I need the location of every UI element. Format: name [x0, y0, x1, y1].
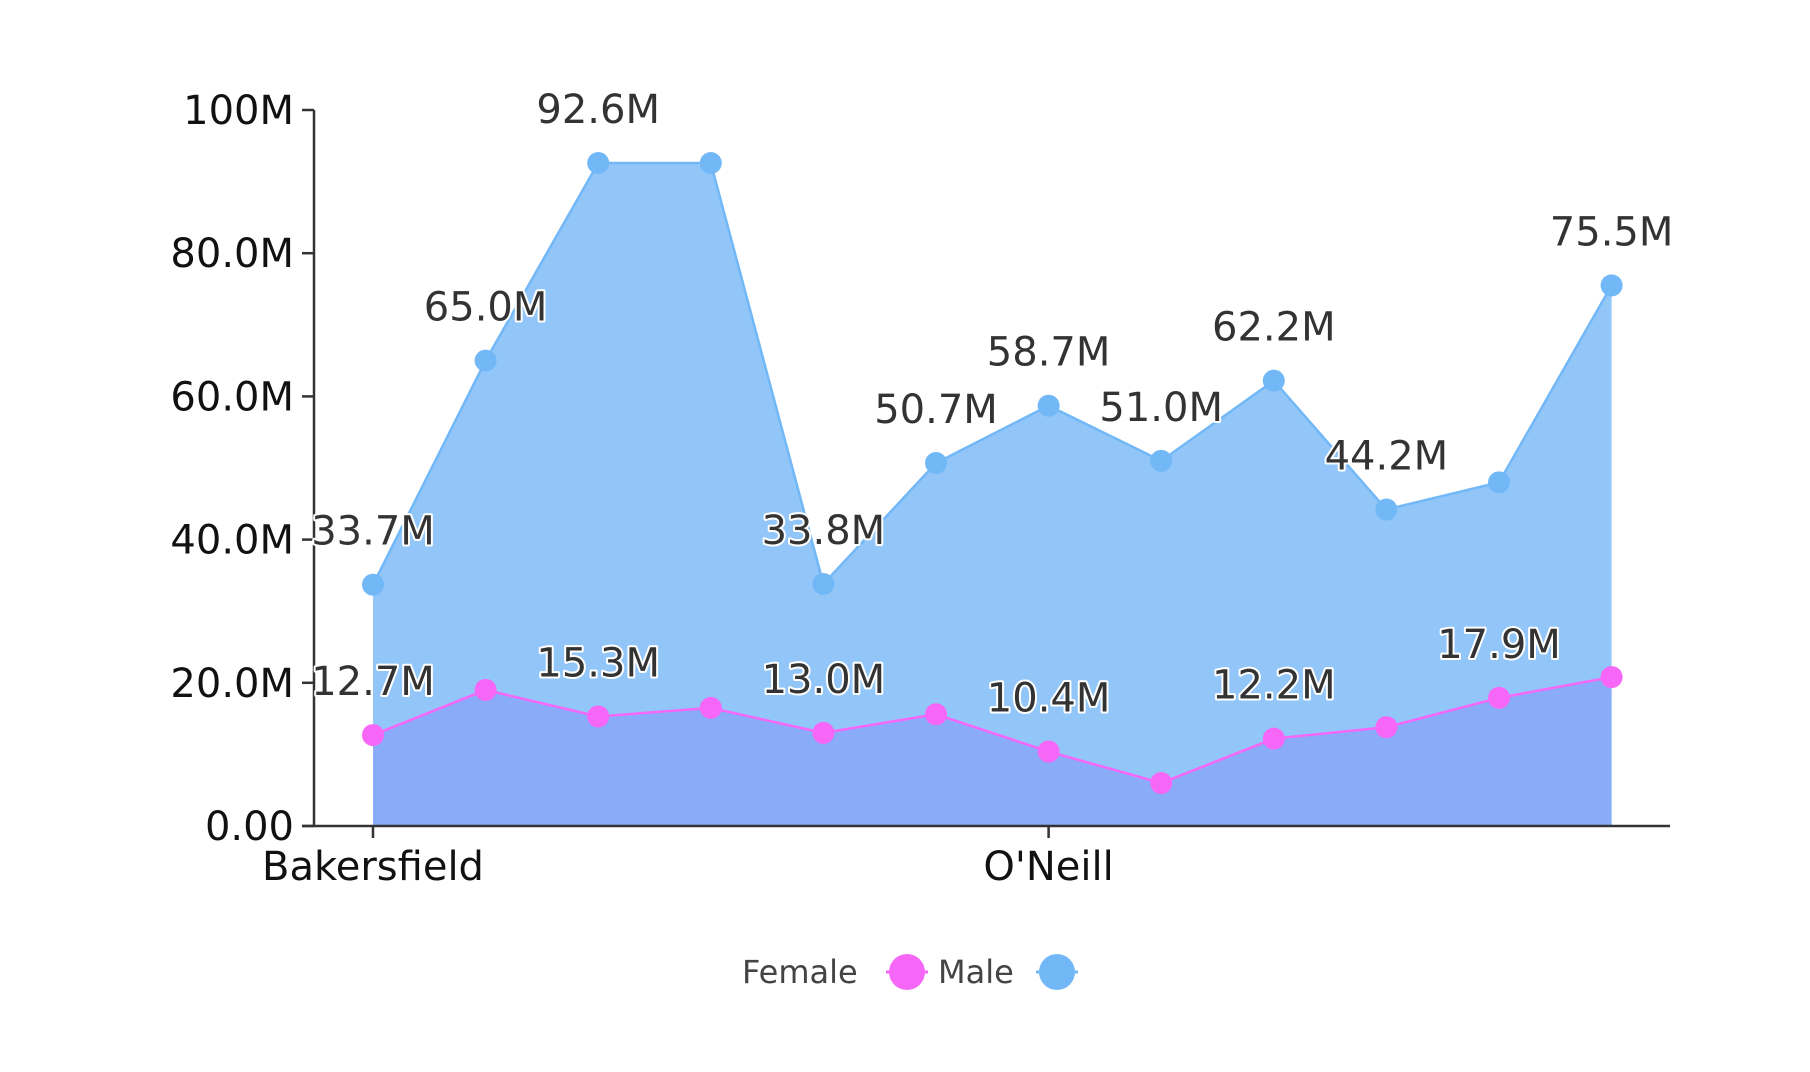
point-female[interactable]: [474, 678, 497, 701]
point-male[interactable]: [1375, 498, 1398, 521]
point-female[interactable]: [1375, 716, 1398, 739]
point-male[interactable]: [812, 572, 835, 595]
y-tick-label: 100M: [183, 88, 294, 134]
y-tick-label: 0.00: [205, 804, 294, 850]
point-male[interactable]: [1262, 369, 1285, 392]
point-female[interactable]: [812, 721, 835, 744]
line-female: [372, 675, 1612, 785]
point-female[interactable]: [587, 705, 610, 728]
point-female[interactable]: [1262, 727, 1285, 750]
data-label-male: 33.8M: [762, 508, 886, 554]
point-female[interactable]: [1600, 666, 1623, 689]
point-male[interactable]: [474, 349, 497, 372]
point-female[interactable]: [1488, 686, 1510, 709]
y-tick-label: 80.0M: [170, 231, 294, 277]
point-male[interactable]: [587, 151, 610, 174]
point-male[interactable]: [1037, 394, 1060, 417]
data-label-female: 15.3M: [536, 640, 660, 686]
legend-label-female[interactable]: Female: [742, 953, 858, 991]
point-male[interactable]: [1600, 274, 1623, 297]
y-axis-ticks: 0.00 20.0M 40.0M 60.0M 80.0M 100M: [170, 88, 314, 850]
series-points: [362, 151, 1623, 795]
y-tick-label: 60.0M: [170, 374, 294, 420]
point-female[interactable]: [699, 696, 722, 719]
data-labels: 33.7M 65.0M 92.6M 33.8M 50.7M 58.7M 51.0M 62.2M…: [309, 85, 1675, 724]
point-male[interactable]: [925, 451, 947, 474]
point-female[interactable]: [362, 724, 384, 747]
y-tick-label: 40.0M: [170, 518, 294, 564]
point-female[interactable]: [1150, 772, 1173, 795]
area-female: [373, 677, 1612, 826]
data-label-female: 12.7M: [311, 659, 435, 705]
point-male[interactable]: [362, 573, 384, 596]
x-axis-ticks: Bakersfield O'Neill: [262, 826, 1114, 890]
axes: [302, 110, 1670, 828]
series-lines: [371, 161, 1613, 785]
area-male: [373, 162, 1612, 826]
data-label-male: 65.0M: [424, 285, 548, 331]
x-tick-label: O'Neill: [983, 844, 1113, 890]
data-label-male: 44.2M: [1325, 434, 1449, 480]
data-label-female: 13.0M: [762, 657, 886, 703]
legend[interactable]: Female Male: [742, 953, 1078, 991]
data-label-male: 75.5M: [1550, 209, 1674, 255]
data-label-male: 50.7M: [874, 387, 998, 433]
point-male[interactable]: [1488, 471, 1510, 494]
data-label-male: 51.0M: [1099, 385, 1223, 431]
legend-marker-female[interactable]: [889, 954, 925, 990]
data-label-male: 58.7M: [987, 330, 1111, 376]
line-male: [371, 161, 1613, 587]
data-label-female: 10.4M: [987, 676, 1111, 722]
data-label-female: 12.2M: [1212, 663, 1336, 709]
legend-label-male[interactable]: Male: [938, 953, 1014, 991]
data-label-male: 33.7M: [311, 509, 435, 555]
data-label-male: 62.2M: [1212, 305, 1336, 351]
point-male[interactable]: [699, 151, 722, 174]
y-tick-label: 20.0M: [170, 661, 294, 707]
data-label-female: 17.9M: [1437, 622, 1561, 668]
series-areas: [373, 162, 1612, 826]
data-label-male: 92.6M: [536, 87, 660, 133]
point-male[interactable]: [1150, 449, 1173, 472]
point-female[interactable]: [925, 703, 947, 726]
legend-marker-male[interactable]: [1039, 954, 1075, 990]
point-female[interactable]: [1037, 740, 1060, 763]
x-tick-label: Bakersfield: [262, 844, 484, 890]
